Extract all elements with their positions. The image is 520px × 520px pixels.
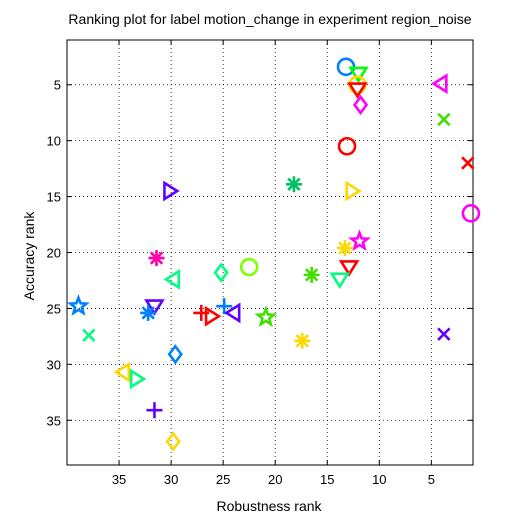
data-point-x [437,327,451,341]
data-point-triangle-down [347,82,368,99]
x-tick-label: 25 [216,472,230,487]
data-point-triangle-down [144,299,165,316]
y-tick-label: 5 [54,78,61,93]
x-tick-label: 35 [112,472,126,487]
data-point-plus [146,402,163,419]
data-point-diamond [167,344,183,365]
y-tick-label: 10 [47,134,61,149]
data-point-triangle-right [163,180,180,202]
data-point-plus [216,298,233,315]
x-tick-label: 5 [428,472,435,487]
x-tick-label: 10 [372,472,386,487]
data-point-triangle-left [113,361,131,383]
data-point-diamond [213,262,229,283]
y-tick-label: 15 [47,190,61,205]
data-point-triangle-left [431,73,448,94]
y-axis-title: Accuracy rank [21,211,37,301]
data-points [67,57,481,452]
data-point-asterisk [303,266,320,283]
data-point-triangle-right [345,180,362,202]
x-tick-label: 20 [268,472,282,487]
data-point-x [437,112,451,127]
y-tick-label: 30 [47,357,61,372]
data-point-asterisk [336,240,353,257]
y-tick-label: 35 [47,413,61,428]
data-point-triangle-down [338,260,360,277]
data-point-triangle-down [329,272,351,289]
data-point-x [82,328,96,342]
data-point-circle [461,204,481,223]
data-point-circle [239,257,259,277]
data-point-triangle-right [129,368,147,390]
data-point-asterisk [285,176,302,193]
data-point-triangle-left [223,302,241,324]
data-point-asterisk [148,250,165,267]
data-point-star [67,294,90,316]
x-tick-label: 15 [320,472,334,487]
data-point-star [254,305,278,328]
x-axis-title: Robustness rank [216,498,322,514]
y-tick-label: 20 [47,246,61,261]
data-point-asterisk [294,332,311,349]
y-tick-label: 25 [47,301,61,316]
grid [67,40,473,465]
x-tick-label: 30 [164,472,178,487]
data-point-circle [337,136,357,156]
data-point-triangle-down [348,66,369,84]
chart-title: Ranking plot for label motion_change in … [68,11,471,27]
data-point-x [461,156,475,170]
axis-ticks: 35 30 25 20 15 10 5 5 10 15 20 25 30 35 [47,40,473,487]
data-point-triangle-left [163,268,181,290]
data-point-diamond [165,431,181,452]
data-point-triangle-right [204,305,222,327]
data-point-diamond [352,94,369,116]
data-point-star [348,229,371,252]
data-point-asterisk [140,304,157,321]
